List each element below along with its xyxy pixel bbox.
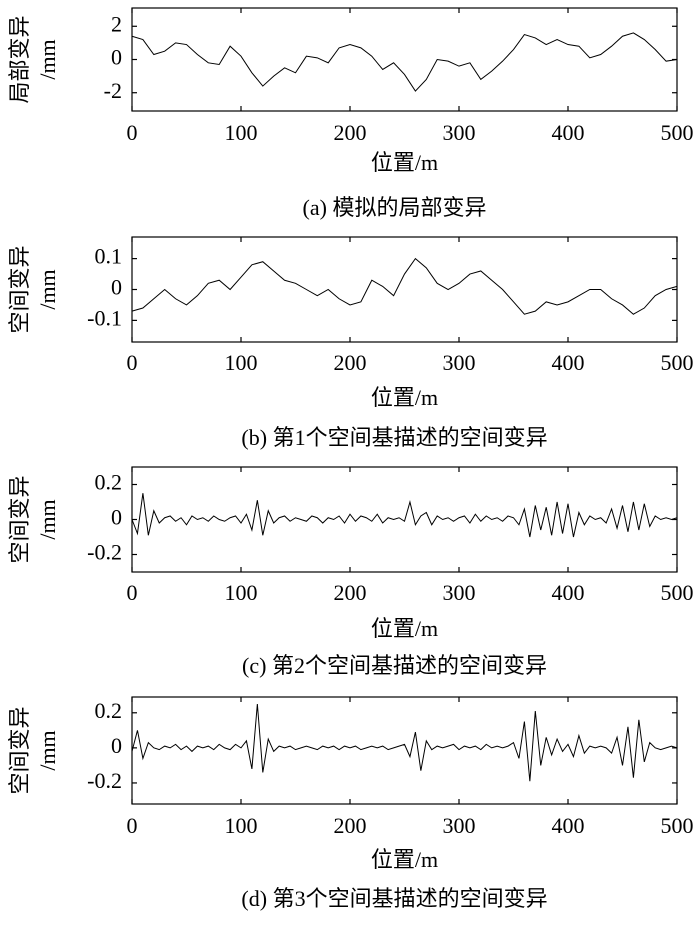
data-line bbox=[131, 703, 678, 782]
data-line bbox=[131, 493, 678, 538]
y-tick-label: -0.1 bbox=[87, 305, 122, 330]
x-tick-label: 100 bbox=[225, 580, 258, 605]
caption: (c) 第2个空间基描述的空间变异 bbox=[242, 653, 547, 678]
x-axis-label: 位置/m bbox=[371, 150, 438, 175]
x-axis-label: 位置/m bbox=[371, 847, 438, 872]
y-tick-label: -2 bbox=[104, 78, 122, 103]
y-tick-label: -0.2 bbox=[87, 768, 122, 793]
x-tick-label: 0 bbox=[127, 120, 138, 145]
x-tick-label: 400 bbox=[552, 350, 585, 375]
y-tick-label: 2 bbox=[111, 11, 122, 36]
caption: (b) 第1个空间基描述的空间变异 bbox=[241, 425, 547, 450]
x-tick-label: 400 bbox=[552, 813, 585, 838]
y-axis-label: /mm bbox=[35, 269, 60, 309]
y-tick-label: -0.2 bbox=[87, 540, 122, 565]
y-tick-label: 0 bbox=[111, 733, 122, 758]
y-tick-label: 0.1 bbox=[95, 244, 123, 269]
x-tick-label: 0 bbox=[127, 350, 138, 375]
caption: (a) 模拟的局部变异 bbox=[303, 195, 487, 220]
x-tick-label: 300 bbox=[443, 350, 476, 375]
y-tick-label: 0 bbox=[111, 505, 122, 530]
x-tick-label: 300 bbox=[443, 120, 476, 145]
x-tick-label: 400 bbox=[552, 580, 585, 605]
y-tick-label: 0.2 bbox=[95, 698, 123, 723]
plot-frame bbox=[131, 696, 678, 805]
data-line bbox=[131, 257, 678, 315]
x-tick-label: 0 bbox=[127, 813, 138, 838]
x-tick-label: 200 bbox=[334, 813, 367, 838]
y-axis-label: 空间变异 bbox=[7, 706, 32, 794]
y-tick-label: 0 bbox=[111, 275, 122, 300]
x-axis-label: 位置/m bbox=[371, 385, 438, 410]
y-axis-label: /mm bbox=[35, 730, 60, 770]
x-tick-label: 500 bbox=[661, 580, 694, 605]
plot-frame bbox=[131, 7, 678, 112]
x-tick-label: 100 bbox=[225, 350, 258, 375]
y-axis-label: /mm bbox=[35, 499, 60, 539]
x-tick-label: 400 bbox=[552, 120, 585, 145]
y-axis-label: 空间变异 bbox=[7, 245, 32, 333]
x-tick-label: 200 bbox=[334, 120, 367, 145]
x-tick-label: 500 bbox=[661, 120, 694, 145]
x-tick-label: 100 bbox=[225, 120, 258, 145]
caption: (d) 第3个空间基描述的空间变异 bbox=[241, 886, 547, 911]
data-line bbox=[131, 32, 678, 92]
y-axis-label: /mm bbox=[35, 39, 60, 79]
x-tick-label: 300 bbox=[443, 813, 476, 838]
y-tick-label: 0 bbox=[111, 45, 122, 70]
x-axis-label: 位置/m bbox=[371, 616, 438, 641]
x-tick-label: 500 bbox=[661, 350, 694, 375]
y-tick-label: 0.2 bbox=[95, 470, 123, 495]
x-tick-label: 500 bbox=[661, 813, 694, 838]
y-axis-label: 空间变异 bbox=[7, 475, 32, 563]
x-tick-label: 200 bbox=[334, 350, 367, 375]
x-tick-label: 200 bbox=[334, 580, 367, 605]
x-tick-label: 300 bbox=[443, 580, 476, 605]
x-tick-label: 100 bbox=[225, 813, 258, 838]
y-axis-label: 局部变异 bbox=[7, 15, 32, 103]
x-tick-label: 0 bbox=[127, 580, 138, 605]
